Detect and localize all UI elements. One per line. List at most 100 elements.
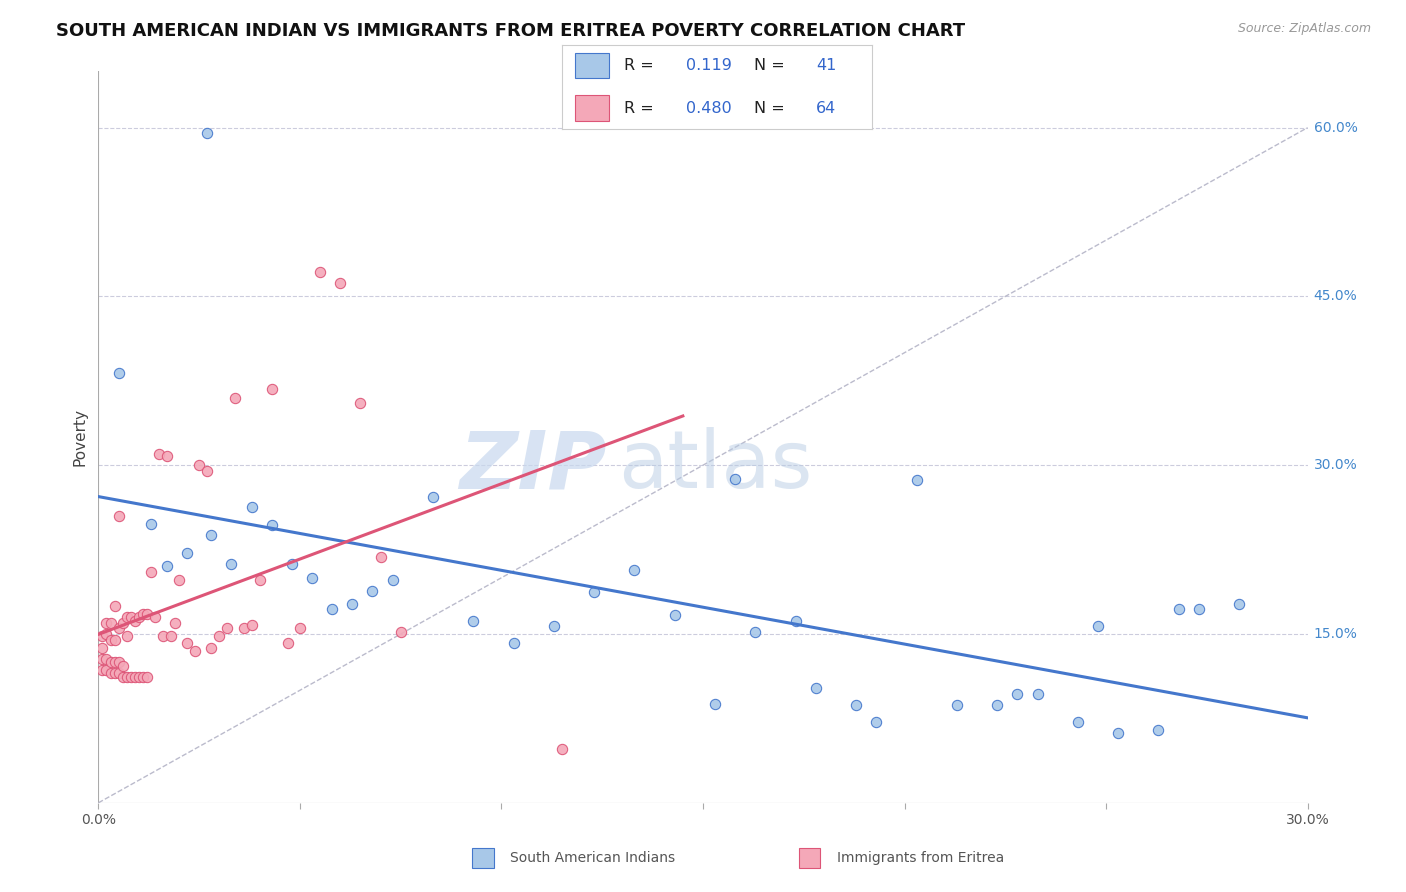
Point (167, 573, 190, 587)
Point (724, 472, 747, 486)
Point (301, 571, 323, 585)
Point (260, 517, 283, 532)
Point (381, 573, 404, 587)
Text: South American Indians: South American Indians (510, 851, 675, 865)
Point (785, 614, 807, 628)
Point (370, 550, 392, 565)
Point (160, 629, 183, 643)
Text: SOUTH AMERICAN INDIAN VS IMMIGRANTS FROM ERITREA POVERTY CORRELATION CHART: SOUTH AMERICAN INDIAN VS IMMIGRANTS FROM… (56, 22, 966, 40)
Point (349, 396, 371, 410)
Point (163, 615, 186, 630)
Point (100, 615, 122, 630)
Point (115, 610, 138, 624)
Text: R =: R = (624, 58, 659, 73)
Point (217, 621, 239, 635)
Point (1026, 687, 1049, 701)
Point (103, 599, 125, 613)
Point (664, 607, 686, 622)
Point (946, 698, 969, 712)
Point (232, 621, 254, 635)
Point (107, 621, 129, 635)
Point (342, 597, 364, 611)
Point (389, 624, 412, 639)
Point (583, 585, 606, 599)
Point (463, 614, 485, 628)
Point (1167, 602, 1189, 616)
Point (111, 670, 134, 684)
Point (100, 632, 122, 647)
Point (543, 619, 565, 633)
Point (107, 508, 129, 523)
Text: 30.0%: 30.0% (1313, 458, 1357, 472)
Point (184, 644, 207, 658)
Point (96, 627, 118, 641)
Text: 0.480: 0.480 (686, 101, 733, 116)
Text: N =: N = (754, 58, 790, 73)
Point (96, 663, 118, 677)
Point (91, 629, 114, 643)
Point (704, 697, 727, 711)
Point (188, 458, 211, 473)
Point (224, 391, 246, 405)
Point (744, 624, 766, 639)
Point (103, 655, 125, 669)
Point (128, 670, 150, 684)
Point (91, 652, 114, 666)
Point (135, 670, 157, 684)
Point (804, 681, 827, 695)
Point (422, 490, 444, 504)
Point (361, 584, 384, 599)
Point (1067, 714, 1090, 729)
Point (221, 558, 243, 572)
Text: 64: 64 (815, 101, 837, 116)
Point (100, 666, 122, 681)
Point (132, 670, 155, 684)
Point (111, 615, 134, 630)
Point (91, 663, 114, 677)
Point (143, 610, 166, 624)
Point (107, 655, 129, 669)
Point (124, 614, 146, 628)
Point (1147, 723, 1170, 737)
Point (1188, 602, 1211, 616)
Point (1087, 619, 1109, 633)
Point (321, 602, 343, 616)
Point (156, 449, 179, 463)
Point (1107, 726, 1129, 740)
Point (115, 670, 138, 684)
Point (135, 607, 157, 621)
Point (107, 666, 129, 681)
Point (111, 658, 134, 673)
Point (91, 640, 114, 655)
Point (249, 573, 271, 587)
Point (551, 741, 574, 756)
Text: 15.0%: 15.0% (1313, 627, 1358, 641)
Point (103, 632, 125, 647)
Point (260, 382, 283, 396)
Point (845, 698, 868, 712)
Point (96, 652, 118, 666)
Point (281, 558, 304, 572)
Point (309, 265, 332, 279)
Point (148, 447, 170, 461)
Point (329, 276, 352, 290)
Point (120, 610, 142, 624)
Point (139, 516, 162, 531)
Text: Immigrants from Eritrea: Immigrants from Eritrea (837, 851, 1004, 865)
Point (623, 563, 645, 577)
Point (1007, 687, 1029, 701)
Point (208, 629, 231, 643)
Point (132, 607, 155, 621)
Point (107, 366, 129, 380)
Text: R =: R = (624, 101, 659, 116)
Bar (575, 54, 609, 78)
Point (128, 610, 150, 624)
Point (176, 546, 198, 560)
Point (200, 528, 222, 542)
Point (1227, 597, 1250, 611)
Point (100, 655, 122, 669)
Point (200, 640, 222, 655)
Point (277, 636, 299, 650)
Point (96, 615, 118, 630)
Y-axis label: Poverty: Poverty (72, 408, 87, 467)
